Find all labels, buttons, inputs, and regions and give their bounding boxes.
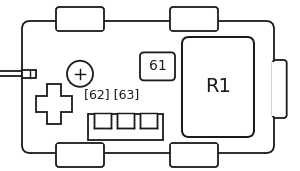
FancyBboxPatch shape (140, 52, 175, 80)
Bar (22, 70, 36, 78)
Text: R1: R1 (205, 77, 231, 96)
Bar (140, 113, 157, 128)
FancyBboxPatch shape (170, 7, 218, 31)
Bar (57, 20, 103, 30)
Bar (94, 113, 111, 128)
FancyBboxPatch shape (56, 143, 104, 167)
Polygon shape (36, 84, 72, 124)
Bar (171, 20, 217, 30)
FancyBboxPatch shape (170, 143, 218, 167)
Text: [62] [63]: [62] [63] (84, 88, 140, 101)
FancyBboxPatch shape (273, 60, 287, 118)
Bar (171, 144, 217, 154)
Bar (57, 144, 103, 154)
Bar (88, 114, 163, 140)
FancyBboxPatch shape (56, 7, 104, 31)
Text: 61: 61 (148, 59, 166, 73)
FancyBboxPatch shape (182, 37, 254, 137)
Bar (89, 114, 162, 128)
Bar (117, 113, 134, 128)
Bar (272, 62, 276, 116)
Circle shape (67, 61, 93, 87)
FancyBboxPatch shape (22, 21, 274, 153)
